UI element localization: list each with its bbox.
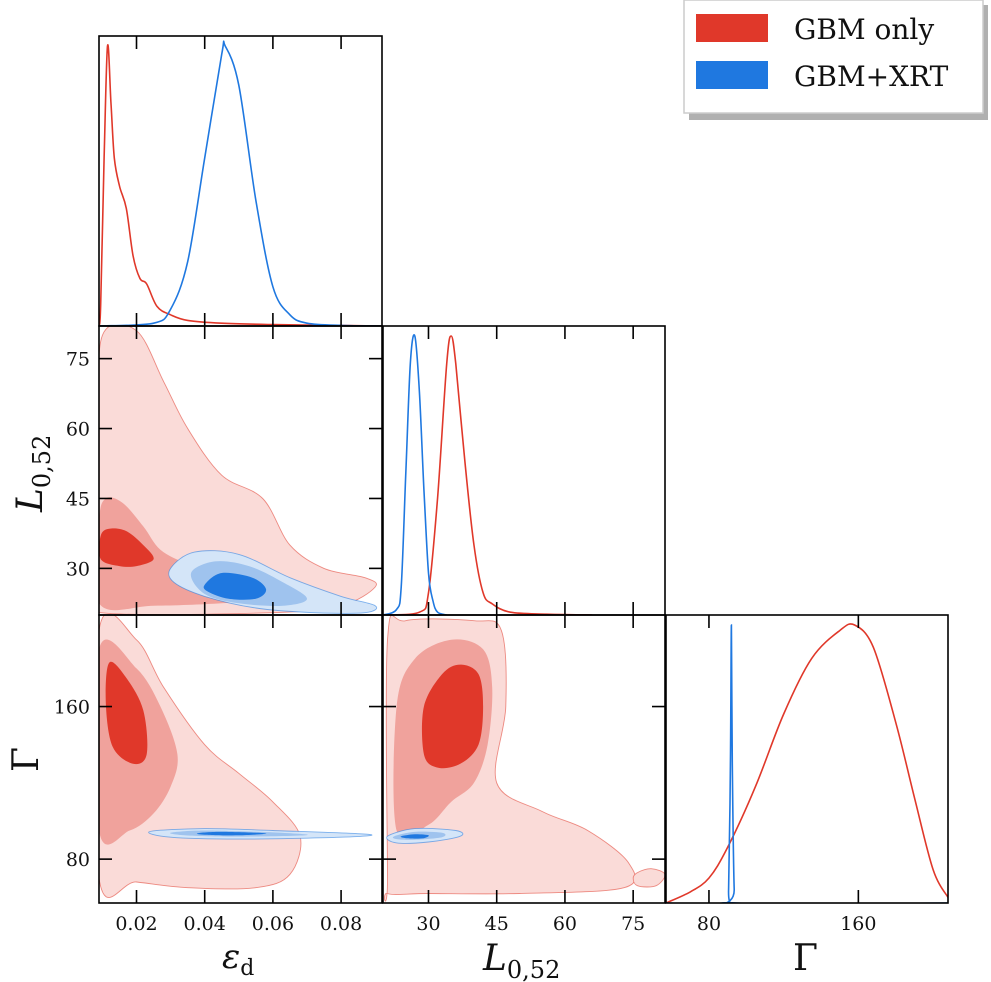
contour-inner-eps-G — [196, 831, 267, 836]
contour-outer-L-G — [632, 868, 665, 888]
x-tick-label: 60 — [553, 913, 577, 935]
marginal-line — [666, 623, 948, 903]
corner-panels: 0.02 0.04 0.06 0.08 30 45 60 75 80 160 30 45 60 75 80 1… — [54, 35, 949, 935]
contour-group — [99, 615, 302, 898]
x-tick-label: 160 — [840, 913, 876, 935]
marginal-line — [383, 335, 593, 615]
panel-frame — [382, 325, 666, 616]
x-tick-label: 45 — [485, 913, 509, 935]
marginal-L — [383, 334, 593, 615]
marginal-line — [383, 334, 447, 615]
x-tick-label: 0.02 — [115, 913, 157, 935]
panel-frame — [665, 614, 949, 904]
panel-frame — [98, 614, 383, 904]
x-tick-label: 0.06 — [252, 913, 294, 935]
marginal-line — [99, 40, 382, 326]
y-tick-label: 60 — [66, 419, 90, 441]
contour-inner-L-G — [400, 834, 429, 839]
legend-swatch-gbm-xrt — [696, 61, 768, 89]
x-label-luminosity: L0,52 — [482, 938, 560, 982]
y-tick-label: 80 — [66, 849, 90, 871]
contour-inner-eps-L — [99, 528, 154, 567]
contour-group — [386, 827, 464, 844]
axis-labels: εd L0,52 Γ L0,52 Γ — [6, 435, 818, 982]
marginal-G — [666, 623, 948, 903]
y-tick-label: 30 — [66, 558, 90, 580]
y-tick-label: 75 — [66, 349, 90, 371]
x-tick-label: 0.04 — [184, 913, 226, 935]
y-label-gamma: Γ — [6, 747, 47, 772]
y-label-luminosity: L0,52 — [10, 435, 56, 513]
contour-group — [148, 828, 373, 840]
contour-inner-eps-G — [105, 661, 148, 765]
x-label-epsilon: εd — [222, 937, 254, 981]
panel-frame — [98, 35, 383, 327]
marginal-eps — [99, 40, 382, 326]
legend: GBM only GBM+XRT — [683, 0, 988, 120]
marginal-line — [99, 44, 382, 326]
legend-swatch-gbm-only — [696, 14, 768, 42]
contour-inner-eps-L — [203, 572, 267, 600]
legend-label-gbm-xrt: GBM+XRT — [794, 60, 949, 93]
x-tick-label: 0.08 — [320, 913, 362, 935]
x-label-gamma: Γ — [793, 938, 818, 979]
x-tick-label: 80 — [697, 913, 721, 935]
contour-group — [632, 868, 665, 888]
legend-label-gbm-only: GBM only — [794, 13, 934, 46]
y-tick-label: 160 — [54, 697, 90, 719]
contour-group — [168, 550, 378, 614]
contour-inner-L-G — [421, 664, 484, 769]
x-tick-label: 30 — [416, 913, 440, 935]
contour-group — [384, 615, 636, 902]
x-tick-label: 75 — [621, 913, 645, 935]
panel-frame — [382, 614, 666, 904]
y-tick-label: 45 — [66, 488, 90, 510]
